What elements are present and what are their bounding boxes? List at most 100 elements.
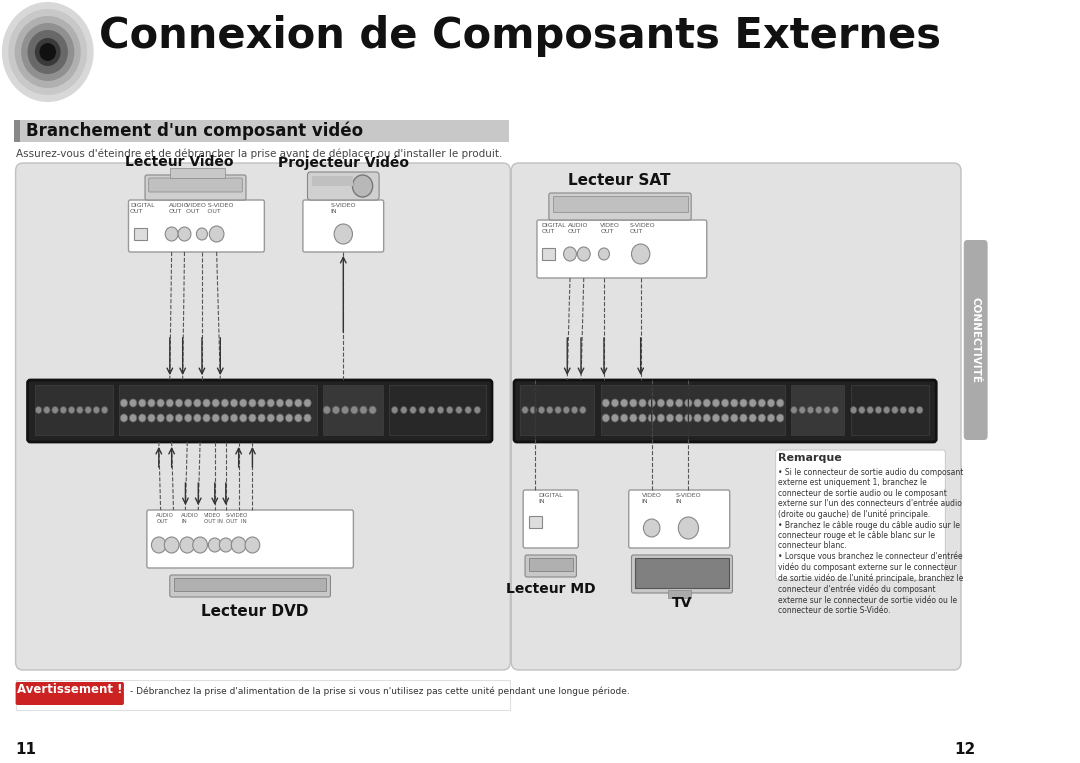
Circle shape: [666, 414, 674, 422]
Circle shape: [221, 414, 229, 422]
Circle shape: [630, 414, 637, 422]
Circle shape: [212, 414, 219, 422]
Circle shape: [351, 406, 357, 414]
Circle shape: [341, 406, 349, 414]
Text: AUDIO
OUT: AUDIO OUT: [157, 513, 174, 524]
Circle shape: [248, 414, 256, 422]
Bar: [669, 590, 691, 598]
Circle shape: [815, 407, 822, 414]
FancyBboxPatch shape: [537, 220, 706, 278]
Circle shape: [180, 537, 194, 553]
Circle shape: [230, 414, 238, 422]
Text: VIDEO
OUT: VIDEO OUT: [600, 223, 620, 233]
Circle shape: [120, 399, 127, 407]
Circle shape: [93, 407, 99, 414]
Circle shape: [731, 414, 738, 422]
Text: 12: 12: [955, 742, 975, 757]
Text: Lecteur MD: Lecteur MD: [505, 582, 595, 596]
Bar: [323, 385, 382, 435]
Circle shape: [36, 407, 42, 414]
Circle shape: [185, 414, 192, 422]
Circle shape: [648, 414, 656, 422]
FancyBboxPatch shape: [145, 175, 246, 200]
Bar: [15, 680, 511, 710]
Circle shape: [334, 224, 352, 244]
Circle shape: [598, 248, 609, 260]
Circle shape: [212, 399, 219, 407]
Circle shape: [639, 414, 646, 422]
Circle shape: [219, 538, 232, 552]
Circle shape: [285, 414, 293, 422]
FancyBboxPatch shape: [147, 510, 353, 568]
Circle shape: [578, 247, 590, 261]
Circle shape: [892, 407, 899, 414]
Circle shape: [203, 399, 211, 407]
Circle shape: [258, 414, 266, 422]
Circle shape: [166, 414, 174, 422]
Circle shape: [151, 537, 166, 553]
Circle shape: [2, 2, 94, 102]
Circle shape: [401, 407, 407, 414]
Bar: [312, 176, 353, 186]
Circle shape: [859, 407, 865, 414]
Bar: [792, 385, 845, 435]
Circle shape: [571, 407, 578, 414]
Circle shape: [210, 226, 224, 242]
Bar: [170, 168, 225, 178]
Circle shape: [658, 414, 664, 422]
Circle shape: [900, 407, 906, 414]
Circle shape: [721, 414, 729, 422]
Text: VIDEO
IN: VIDEO IN: [642, 493, 662, 504]
Text: VIDEO
OUT IN: VIDEO OUT IN: [204, 513, 224, 524]
Circle shape: [883, 407, 890, 414]
Circle shape: [258, 399, 266, 407]
FancyBboxPatch shape: [15, 163, 511, 670]
Circle shape: [777, 414, 784, 422]
Text: Avertissement !: Avertissement !: [17, 683, 122, 696]
Circle shape: [43, 407, 50, 414]
Text: VIDEO S-VIDEO
OUT    OUT: VIDEO S-VIDEO OUT OUT: [186, 203, 233, 214]
Circle shape: [185, 399, 192, 407]
Text: Lecteur DVD: Lecteur DVD: [202, 604, 309, 619]
Circle shape: [456, 407, 462, 414]
Text: - Débranchez la prise d'alimentation de la prise si vous n'utilisez pas cette un: - Débranchez la prise d'alimentation de …: [131, 686, 630, 696]
Circle shape: [446, 407, 453, 414]
Circle shape: [908, 407, 915, 414]
Circle shape: [522, 407, 528, 414]
Bar: [134, 228, 147, 240]
FancyBboxPatch shape: [149, 178, 242, 192]
FancyBboxPatch shape: [15, 682, 124, 705]
Text: Assurez-vous d'éteindre et de débrancher la prise avant de déplacer ou d'install: Assurez-vous d'éteindre et de débrancher…: [15, 148, 502, 159]
Circle shape: [148, 399, 156, 407]
Circle shape: [676, 399, 683, 407]
Bar: [35, 385, 113, 435]
Circle shape: [580, 407, 586, 414]
Circle shape: [40, 43, 56, 61]
Circle shape: [352, 175, 373, 197]
Circle shape: [333, 406, 339, 414]
Circle shape: [546, 407, 553, 414]
Circle shape: [538, 407, 544, 414]
Text: 11: 11: [15, 742, 37, 757]
Circle shape: [203, 414, 211, 422]
Circle shape: [632, 244, 650, 264]
Circle shape: [230, 399, 238, 407]
Circle shape: [68, 407, 75, 414]
Text: TV: TV: [672, 596, 692, 610]
Circle shape: [564, 247, 577, 261]
Circle shape: [703, 414, 711, 422]
Text: Branchement d'un composant vidéo: Branchement d'un composant vidéo: [26, 121, 363, 140]
Text: Lecteur Vidéo: Lecteur Vidéo: [124, 155, 233, 169]
Circle shape: [193, 399, 201, 407]
Circle shape: [369, 406, 376, 414]
Circle shape: [221, 399, 229, 407]
Circle shape: [138, 399, 146, 407]
Bar: [553, 196, 688, 212]
Circle shape: [120, 414, 127, 422]
Circle shape: [731, 399, 738, 407]
Circle shape: [630, 399, 637, 407]
Circle shape: [276, 399, 284, 407]
Circle shape: [409, 407, 416, 414]
Circle shape: [276, 414, 284, 422]
Circle shape: [303, 414, 311, 422]
